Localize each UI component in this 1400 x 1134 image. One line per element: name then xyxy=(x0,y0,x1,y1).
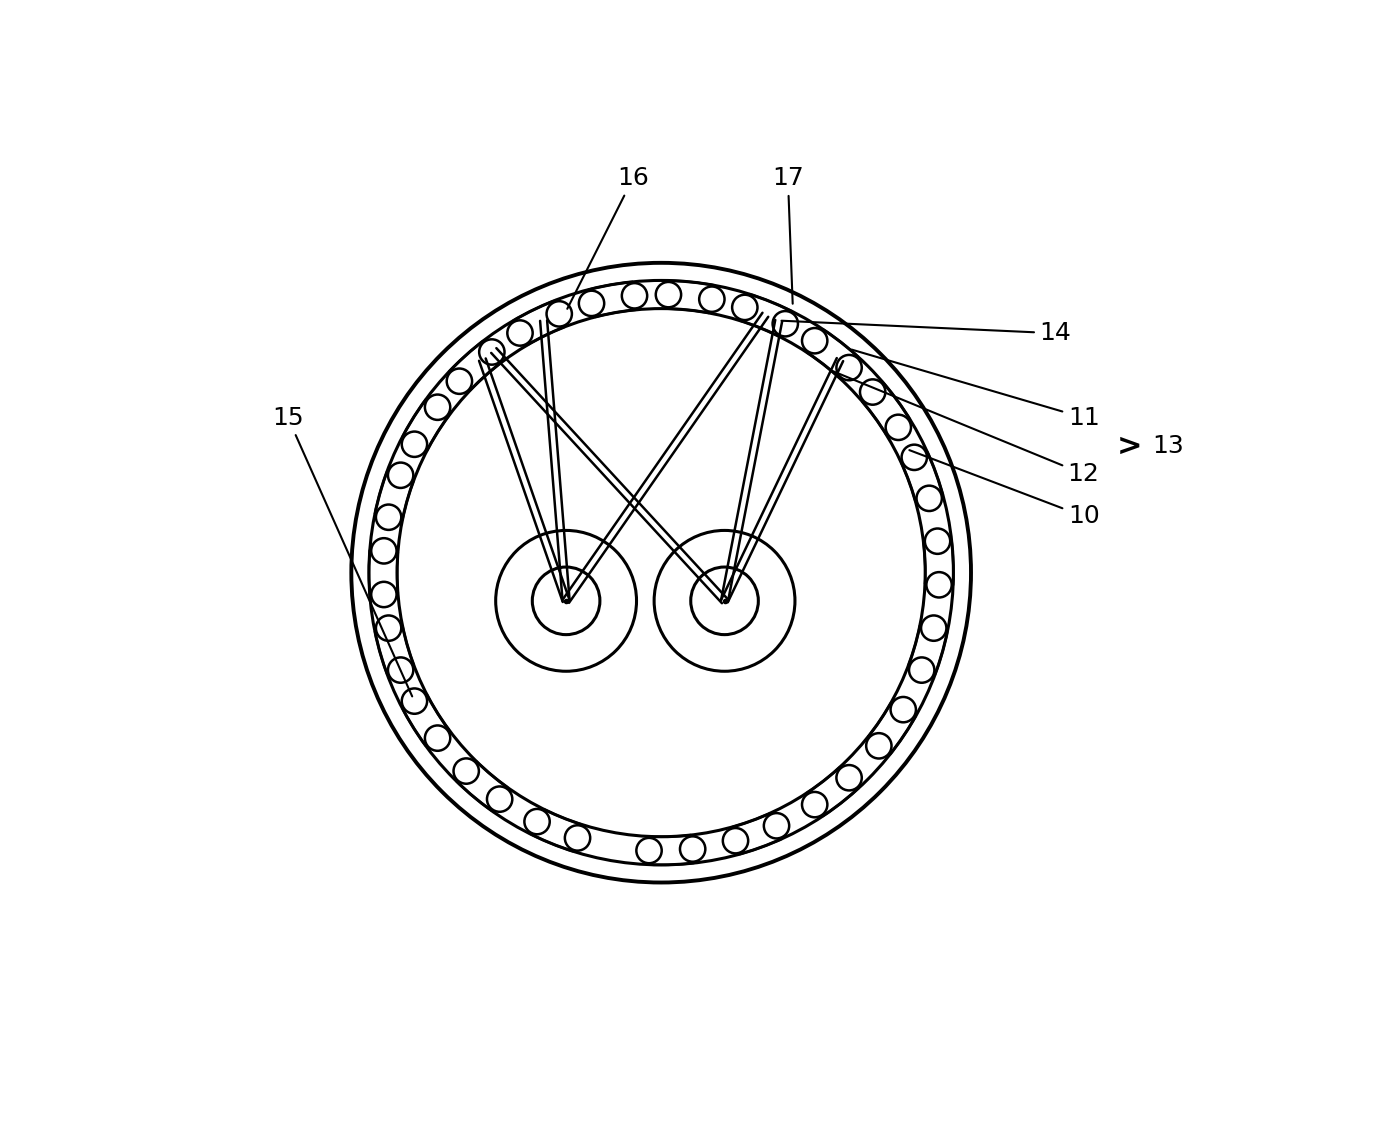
Text: 15: 15 xyxy=(272,406,412,696)
Text: 14: 14 xyxy=(781,321,1071,345)
Text: 16: 16 xyxy=(567,167,650,308)
Text: 11: 11 xyxy=(851,349,1099,430)
Text: 17: 17 xyxy=(771,167,804,304)
Text: 10: 10 xyxy=(910,450,1099,528)
Text: 12: 12 xyxy=(833,372,1099,486)
Text: >: > xyxy=(1117,431,1142,460)
Text: 13: 13 xyxy=(1152,434,1184,458)
